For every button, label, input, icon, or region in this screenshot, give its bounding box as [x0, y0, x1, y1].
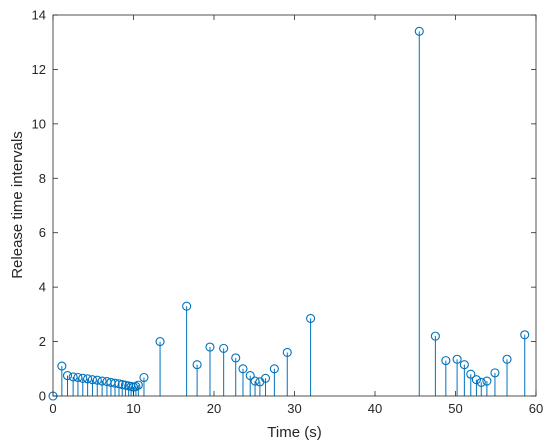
y-axis-label: Release time intervals [9, 131, 26, 279]
stem-marker [73, 372, 83, 383]
x-tick-label: 40 [368, 401, 382, 416]
stem-marker [441, 356, 451, 366]
y-tick-label: 0 [39, 389, 46, 404]
stem-marker [282, 347, 292, 358]
y-tick-label: 10 [32, 116, 46, 131]
x-tick-label: 0 [49, 401, 56, 416]
x-tick-label: 30 [287, 401, 301, 416]
stem-marker [117, 380, 127, 390]
markers-layer [48, 26, 530, 401]
stem-marker [192, 360, 202, 370]
x-axis-label: Time (s) [267, 424, 321, 441]
stem-marker [414, 26, 424, 36]
y-tick-label: 14 [32, 8, 46, 23]
stem-marker [502, 354, 512, 364]
stem-marker [452, 354, 462, 364]
stem-marker [466, 369, 476, 379]
stem-marker [219, 343, 229, 353]
stem-marker [139, 372, 149, 383]
stem-marker [92, 375, 102, 385]
y-tick-label: 12 [32, 62, 46, 77]
stem-marker [83, 374, 93, 384]
y-tick-label: 2 [39, 334, 46, 349]
y-tick-label: 4 [39, 280, 46, 295]
stem-marker [182, 301, 192, 311]
stem-marker [238, 364, 248, 374]
stem-marker [490, 368, 500, 378]
stem-marker [260, 373, 271, 383]
stem-marker [57, 361, 67, 371]
stem-marker [68, 372, 78, 382]
y-tick-label: 6 [39, 225, 46, 240]
stem-marker [131, 381, 141, 392]
x-axis-ticks: 0 10 20 30 40 50 60 [49, 15, 543, 416]
stem-marker [205, 342, 215, 352]
stem-marker [110, 378, 120, 388]
stem-marker [520, 330, 530, 340]
stem-marker [430, 331, 440, 341]
y-axis-ticks: 0 2 4 6 8 10 12 14 [32, 8, 536, 404]
stem-marker [269, 364, 279, 374]
stem-marker [78, 373, 88, 383]
stem-marker [245, 371, 255, 381]
stem-marker [471, 375, 481, 385]
stems-layer [61, 31, 526, 396]
stem-marker [482, 376, 492, 386]
x-tick-label: 20 [207, 401, 221, 416]
plot-background [53, 15, 536, 396]
stem-marker [476, 377, 486, 387]
x-tick-label: 50 [448, 401, 462, 416]
x-tick-label: 60 [529, 401, 543, 416]
stem-marker [62, 371, 73, 381]
stem-marker [306, 313, 316, 323]
stem-marker [97, 376, 107, 386]
y-tick-label: 8 [39, 171, 46, 186]
stem-marker [133, 380, 143, 390]
stem-marker [250, 376, 260, 386]
stem-marker [155, 337, 165, 347]
x-tick-label: 10 [126, 401, 140, 416]
stem-marker [87, 375, 97, 385]
stem-marker [231, 353, 241, 363]
stem-marker [459, 360, 469, 370]
